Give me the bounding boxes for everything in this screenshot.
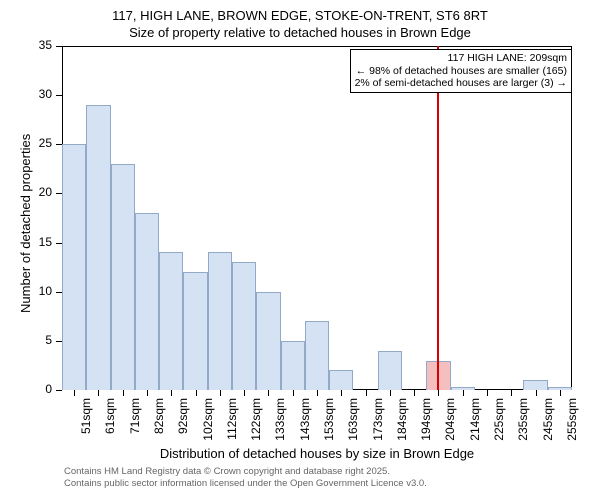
x-tick: [560, 390, 561, 396]
y-tick-label: 0: [30, 382, 52, 396]
x-tick-label: 194sqm: [419, 398, 433, 453]
histogram-bar: [256, 292, 280, 390]
histogram-bar: [378, 351, 402, 390]
histogram-bar: [183, 272, 207, 390]
y-tick-label: 20: [30, 185, 52, 199]
x-tick: [98, 390, 99, 396]
x-tick-label: 153sqm: [322, 398, 336, 453]
histogram-bar: [232, 262, 256, 390]
histogram-bar: [62, 144, 86, 390]
credits-line2: Contains public sector information licen…: [64, 478, 427, 490]
x-tick-label: 204sqm: [443, 398, 457, 453]
y-tick-label: 30: [30, 87, 52, 101]
histogram-bar: [208, 252, 232, 390]
x-tick: [438, 390, 439, 396]
x-tick: [293, 390, 294, 396]
x-tick-label: 71sqm: [128, 398, 142, 453]
y-tick-label: 35: [30, 38, 52, 52]
x-tick: [317, 390, 318, 396]
x-tick: [268, 390, 269, 396]
x-tick: [147, 390, 148, 396]
y-tick: [56, 390, 62, 391]
histogram-bar: [281, 341, 305, 390]
histogram-bar: [159, 252, 183, 390]
x-tick: [244, 390, 245, 396]
callout-line2: ← 98% of detached houses are smaller (16…: [355, 65, 567, 78]
reference-callout: 117 HIGH LANE: 209sqm← 98% of detached h…: [350, 49, 572, 93]
x-tick-label: 82sqm: [152, 398, 166, 453]
y-tick-label: 5: [30, 333, 52, 347]
x-tick: [220, 390, 221, 396]
y-tick-label: 15: [30, 235, 52, 249]
y-tick: [56, 46, 62, 47]
x-tick: [414, 390, 415, 396]
x-tick-label: 51sqm: [79, 398, 93, 453]
x-tick: [487, 390, 488, 396]
x-tick: [171, 390, 172, 396]
x-tick-label: 214sqm: [468, 398, 482, 453]
y-tick-label: 25: [30, 136, 52, 150]
x-tick-label: 122sqm: [249, 398, 263, 453]
histogram-bar: [305, 321, 329, 390]
x-tick: [123, 390, 124, 396]
histogram-bar: [135, 213, 159, 390]
x-tick-label: 143sqm: [298, 398, 312, 453]
credits-line1: Contains HM Land Registry data © Crown c…: [64, 466, 427, 478]
x-tick-label: 133sqm: [273, 398, 287, 453]
x-tick: [366, 390, 367, 396]
credits-text: Contains HM Land Registry data © Crown c…: [64, 466, 427, 490]
x-tick: [196, 390, 197, 396]
x-tick-label: 61sqm: [103, 398, 117, 453]
histogram-bar: [451, 387, 475, 390]
x-tick-label: 225sqm: [492, 398, 506, 453]
y-tick-label: 10: [30, 284, 52, 298]
histogram-bar: [329, 370, 353, 390]
x-tick-label: 163sqm: [346, 398, 360, 453]
chart-title-2: Size of property relative to detached ho…: [0, 25, 600, 42]
x-tick: [536, 390, 537, 396]
histogram-bar: [111, 164, 135, 390]
y-tick: [56, 95, 62, 96]
x-tick: [341, 390, 342, 396]
x-tick-label: 245sqm: [541, 398, 555, 453]
callout-line3: 2% of semi-detached houses are larger (3…: [355, 77, 567, 90]
x-tick: [511, 390, 512, 396]
x-tick-label: 173sqm: [371, 398, 385, 453]
x-tick-label: 235sqm: [516, 398, 530, 453]
x-tick: [74, 390, 75, 396]
x-tick-label: 102sqm: [201, 398, 215, 453]
chart-title-1: 117, HIGH LANE, BROWN EDGE, STOKE-ON-TRE…: [0, 8, 600, 25]
x-tick-label: 184sqm: [395, 398, 409, 453]
x-tick: [463, 390, 464, 396]
reference-line: [437, 46, 439, 390]
histogram-bar: [548, 387, 572, 390]
callout-line1: 117 HIGH LANE: 209sqm: [355, 52, 567, 65]
histogram-bar: [86, 105, 110, 390]
histogram-bar: [523, 380, 547, 390]
x-tick-label: 255sqm: [565, 398, 579, 453]
x-tick: [390, 390, 391, 396]
x-tick-label: 112sqm: [225, 398, 239, 453]
x-tick-label: 92sqm: [176, 398, 190, 453]
